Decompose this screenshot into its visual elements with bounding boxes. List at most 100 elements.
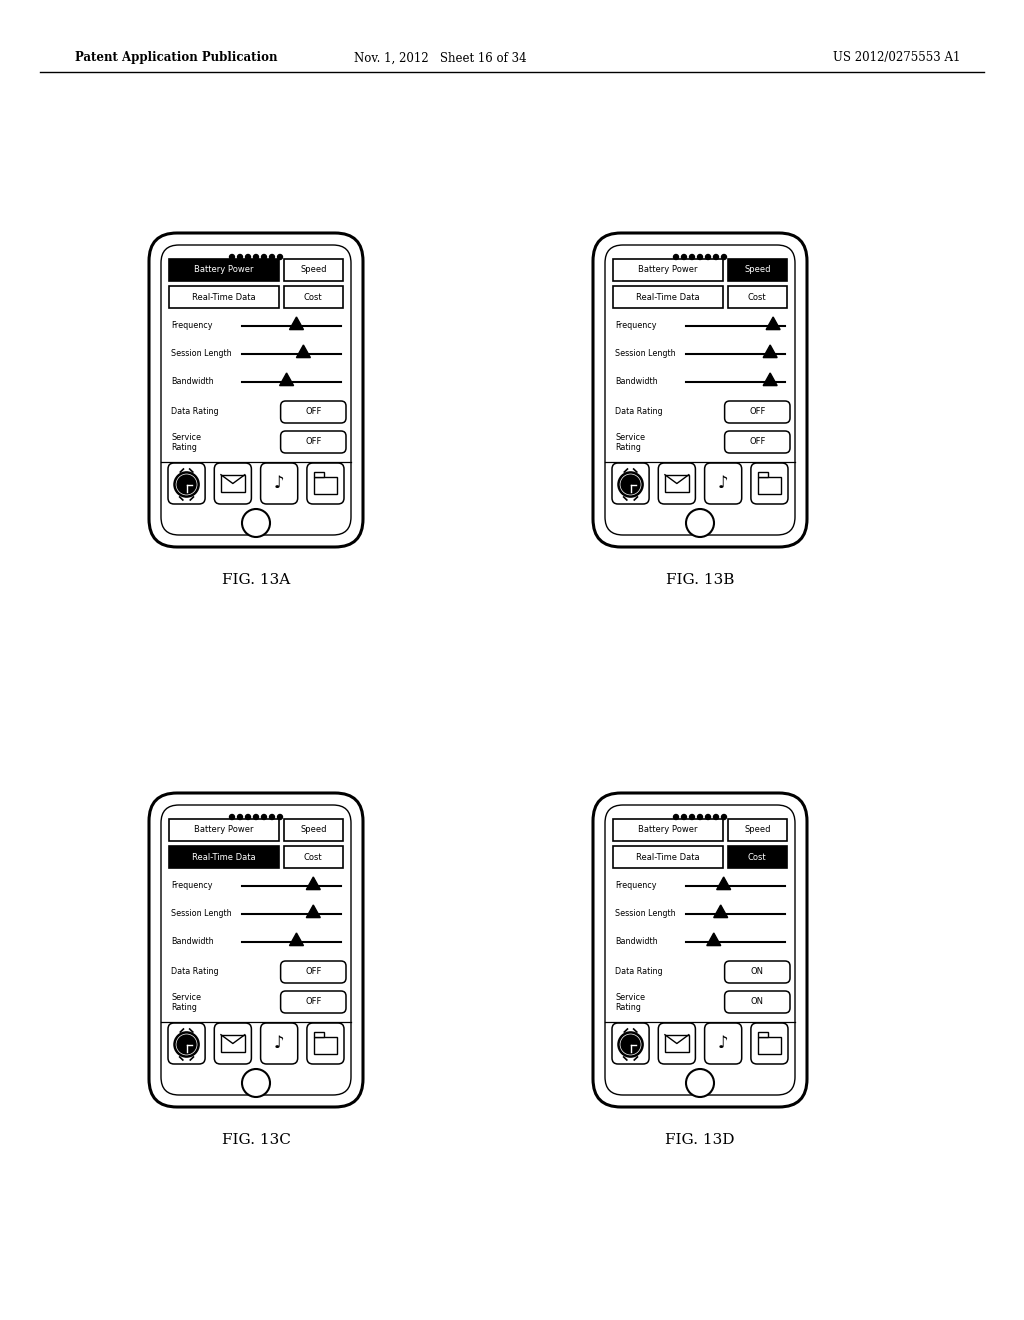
FancyBboxPatch shape [725, 991, 790, 1012]
Text: ♪: ♪ [273, 474, 285, 492]
Text: Rating: Rating [615, 1003, 641, 1012]
FancyBboxPatch shape [150, 793, 362, 1107]
Text: Speed: Speed [300, 825, 327, 834]
FancyBboxPatch shape [281, 401, 346, 422]
FancyBboxPatch shape [260, 463, 298, 504]
Text: Cost: Cost [748, 853, 767, 862]
FancyBboxPatch shape [658, 1023, 695, 1064]
Text: Rating: Rating [171, 444, 197, 453]
Text: Frequency: Frequency [171, 322, 213, 330]
Circle shape [714, 814, 719, 820]
Text: Session Length: Session Length [615, 909, 676, 919]
Text: Frequency: Frequency [171, 882, 213, 891]
FancyBboxPatch shape [169, 818, 279, 841]
Circle shape [621, 474, 641, 495]
Text: Data Rating: Data Rating [171, 408, 219, 417]
FancyBboxPatch shape [725, 401, 790, 422]
Circle shape [269, 814, 274, 820]
Polygon shape [717, 876, 731, 890]
Text: Frequency: Frequency [615, 882, 656, 891]
FancyBboxPatch shape [613, 846, 723, 869]
FancyBboxPatch shape [281, 961, 346, 983]
Bar [313, 1038, 337, 1053]
FancyBboxPatch shape [169, 286, 279, 308]
Text: Bandwidth: Bandwidth [615, 378, 657, 387]
FancyBboxPatch shape [161, 805, 351, 1096]
FancyBboxPatch shape [284, 286, 343, 308]
Circle shape [722, 814, 726, 820]
Circle shape [278, 255, 283, 260]
Text: OFF: OFF [305, 408, 322, 417]
FancyBboxPatch shape [281, 991, 346, 1012]
Text: Session Length: Session Length [171, 350, 231, 359]
Text: Session Length: Session Length [171, 909, 231, 919]
Circle shape [174, 1032, 199, 1057]
FancyBboxPatch shape [307, 463, 344, 504]
Circle shape [706, 255, 711, 260]
Text: Patent Application Publication: Patent Application Publication [75, 51, 278, 65]
FancyBboxPatch shape [725, 961, 790, 983]
Circle shape [689, 255, 694, 260]
FancyBboxPatch shape [169, 846, 279, 869]
Polygon shape [707, 933, 721, 945]
Polygon shape [306, 876, 321, 890]
FancyBboxPatch shape [284, 259, 343, 281]
Text: FIG. 13A: FIG. 13A [222, 573, 290, 587]
Polygon shape [280, 374, 294, 385]
Circle shape [229, 255, 234, 260]
Text: OFF: OFF [305, 437, 322, 446]
Circle shape [242, 1069, 270, 1097]
FancyBboxPatch shape [728, 286, 787, 308]
Text: Session Length: Session Length [615, 350, 676, 359]
FancyBboxPatch shape [613, 818, 723, 841]
Text: FIG. 13D: FIG. 13D [666, 1133, 735, 1147]
FancyBboxPatch shape [284, 846, 343, 869]
FancyBboxPatch shape [613, 286, 723, 308]
FancyBboxPatch shape [150, 234, 362, 546]
Circle shape [697, 255, 702, 260]
Circle shape [706, 814, 711, 820]
Text: Cost: Cost [304, 293, 323, 301]
Circle shape [674, 255, 679, 260]
Text: ♪: ♪ [273, 1035, 285, 1052]
Circle shape [174, 473, 199, 498]
Bar [758, 478, 781, 494]
Polygon shape [763, 345, 777, 358]
Circle shape [722, 255, 726, 260]
Circle shape [682, 255, 686, 260]
Polygon shape [763, 374, 777, 385]
Text: Data Rating: Data Rating [171, 968, 219, 977]
FancyBboxPatch shape [612, 463, 649, 504]
Text: OFF: OFF [305, 968, 322, 977]
FancyBboxPatch shape [612, 1023, 649, 1064]
Circle shape [261, 255, 266, 260]
FancyBboxPatch shape [307, 1023, 344, 1064]
Text: ON: ON [751, 998, 764, 1006]
Bar [221, 1035, 245, 1052]
Circle shape [269, 255, 274, 260]
Text: ♪: ♪ [718, 474, 728, 492]
Circle shape [682, 814, 686, 820]
Text: Frequency: Frequency [615, 322, 656, 330]
Polygon shape [296, 345, 310, 358]
FancyBboxPatch shape [728, 259, 787, 281]
Bar [665, 1035, 689, 1052]
Text: Data Rating: Data Rating [615, 968, 663, 977]
FancyBboxPatch shape [260, 1023, 298, 1064]
Text: Rating: Rating [615, 444, 641, 453]
FancyBboxPatch shape [725, 432, 790, 453]
Polygon shape [766, 317, 780, 330]
Text: ON: ON [751, 968, 764, 977]
Circle shape [686, 510, 714, 537]
Circle shape [242, 510, 270, 537]
FancyBboxPatch shape [169, 259, 279, 281]
Circle shape [254, 814, 258, 820]
FancyBboxPatch shape [161, 246, 351, 535]
Circle shape [254, 255, 258, 260]
FancyBboxPatch shape [605, 805, 795, 1096]
Polygon shape [306, 906, 321, 917]
FancyBboxPatch shape [214, 463, 252, 504]
FancyBboxPatch shape [281, 432, 346, 453]
FancyBboxPatch shape [728, 818, 787, 841]
Text: Speed: Speed [744, 825, 770, 834]
